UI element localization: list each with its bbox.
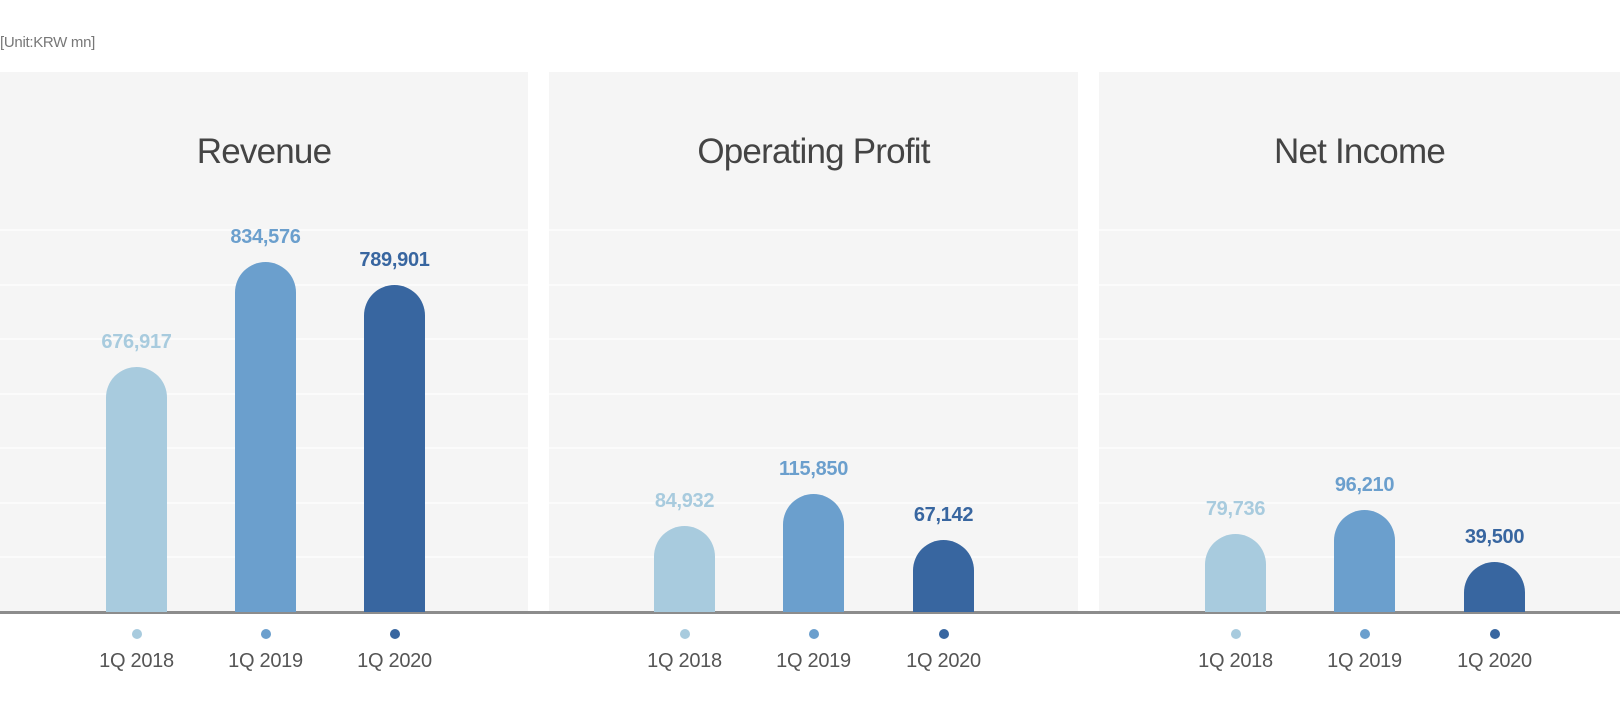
legend-dot-icon xyxy=(808,629,819,639)
panel-title: Operating Profit xyxy=(697,132,930,171)
value-label: 96,210 xyxy=(1334,474,1395,496)
bar-1q-2019[interactable] xyxy=(1334,510,1395,612)
gridline xyxy=(549,284,1078,286)
x-axis-label: 1Q 2018 xyxy=(99,650,174,672)
gridline xyxy=(549,447,1078,449)
bar-1q-2018[interactable] xyxy=(654,526,715,612)
x-axis-label: 1Q 2019 xyxy=(1327,650,1402,672)
bar-1q-2020[interactable] xyxy=(1464,562,1525,612)
unit-label: [Unit:KRW mn] xyxy=(0,34,96,51)
x-axis-label: 1Q 2019 xyxy=(776,650,851,672)
value-label: 789,901 xyxy=(359,249,430,271)
x-axis-label: 1Q 2020 xyxy=(357,650,432,672)
x-axis-label: 1Q 2020 xyxy=(1457,650,1532,672)
value-label: 676,917 xyxy=(101,331,172,353)
bar-1q-2018[interactable] xyxy=(1205,534,1266,612)
legend-dot-icon xyxy=(938,629,949,639)
legend-dot-icon xyxy=(679,629,690,639)
gridline xyxy=(0,229,528,231)
gridline xyxy=(549,338,1078,340)
gridline xyxy=(549,229,1078,231)
legend-dot-icon xyxy=(1230,629,1241,639)
bar-1q-2020[interactable] xyxy=(364,285,425,612)
x-axis-label: 1Q 2020 xyxy=(906,650,981,672)
legend-dot-icon xyxy=(1489,629,1500,639)
value-label: 115,850 xyxy=(778,458,849,480)
value-label: 67,142 xyxy=(913,504,974,526)
gridline xyxy=(1099,393,1620,395)
bar-1q-2018[interactable] xyxy=(106,367,167,612)
panel-title: Revenue xyxy=(196,132,332,171)
legend-dot-icon xyxy=(131,629,142,639)
value-label: 84,932 xyxy=(654,490,715,512)
panel-title: Net Income xyxy=(1274,132,1446,171)
gridline xyxy=(549,393,1078,395)
legend-dot-icon xyxy=(260,629,271,639)
bar-1q-2019[interactable] xyxy=(783,494,844,612)
legend-dot-icon xyxy=(389,629,400,639)
legend-dot-icon xyxy=(1359,629,1370,639)
bar-1q-2020[interactable] xyxy=(913,540,974,612)
gridline xyxy=(1099,502,1620,504)
x-axis-label: 1Q 2018 xyxy=(647,650,722,672)
gridline xyxy=(1099,229,1620,231)
bar-1q-2019[interactable] xyxy=(235,262,296,612)
x-axis-label: 1Q 2018 xyxy=(1198,650,1273,672)
gridline xyxy=(1099,338,1620,340)
value-label: 79,736 xyxy=(1205,498,1266,520)
x-axis-label: 1Q 2019 xyxy=(228,650,303,672)
value-label: 39,500 xyxy=(1464,526,1525,548)
x-axis-baseline xyxy=(0,611,1620,614)
value-label: 834,576 xyxy=(230,226,301,248)
gridline xyxy=(1099,284,1620,286)
gridline xyxy=(1099,447,1620,449)
